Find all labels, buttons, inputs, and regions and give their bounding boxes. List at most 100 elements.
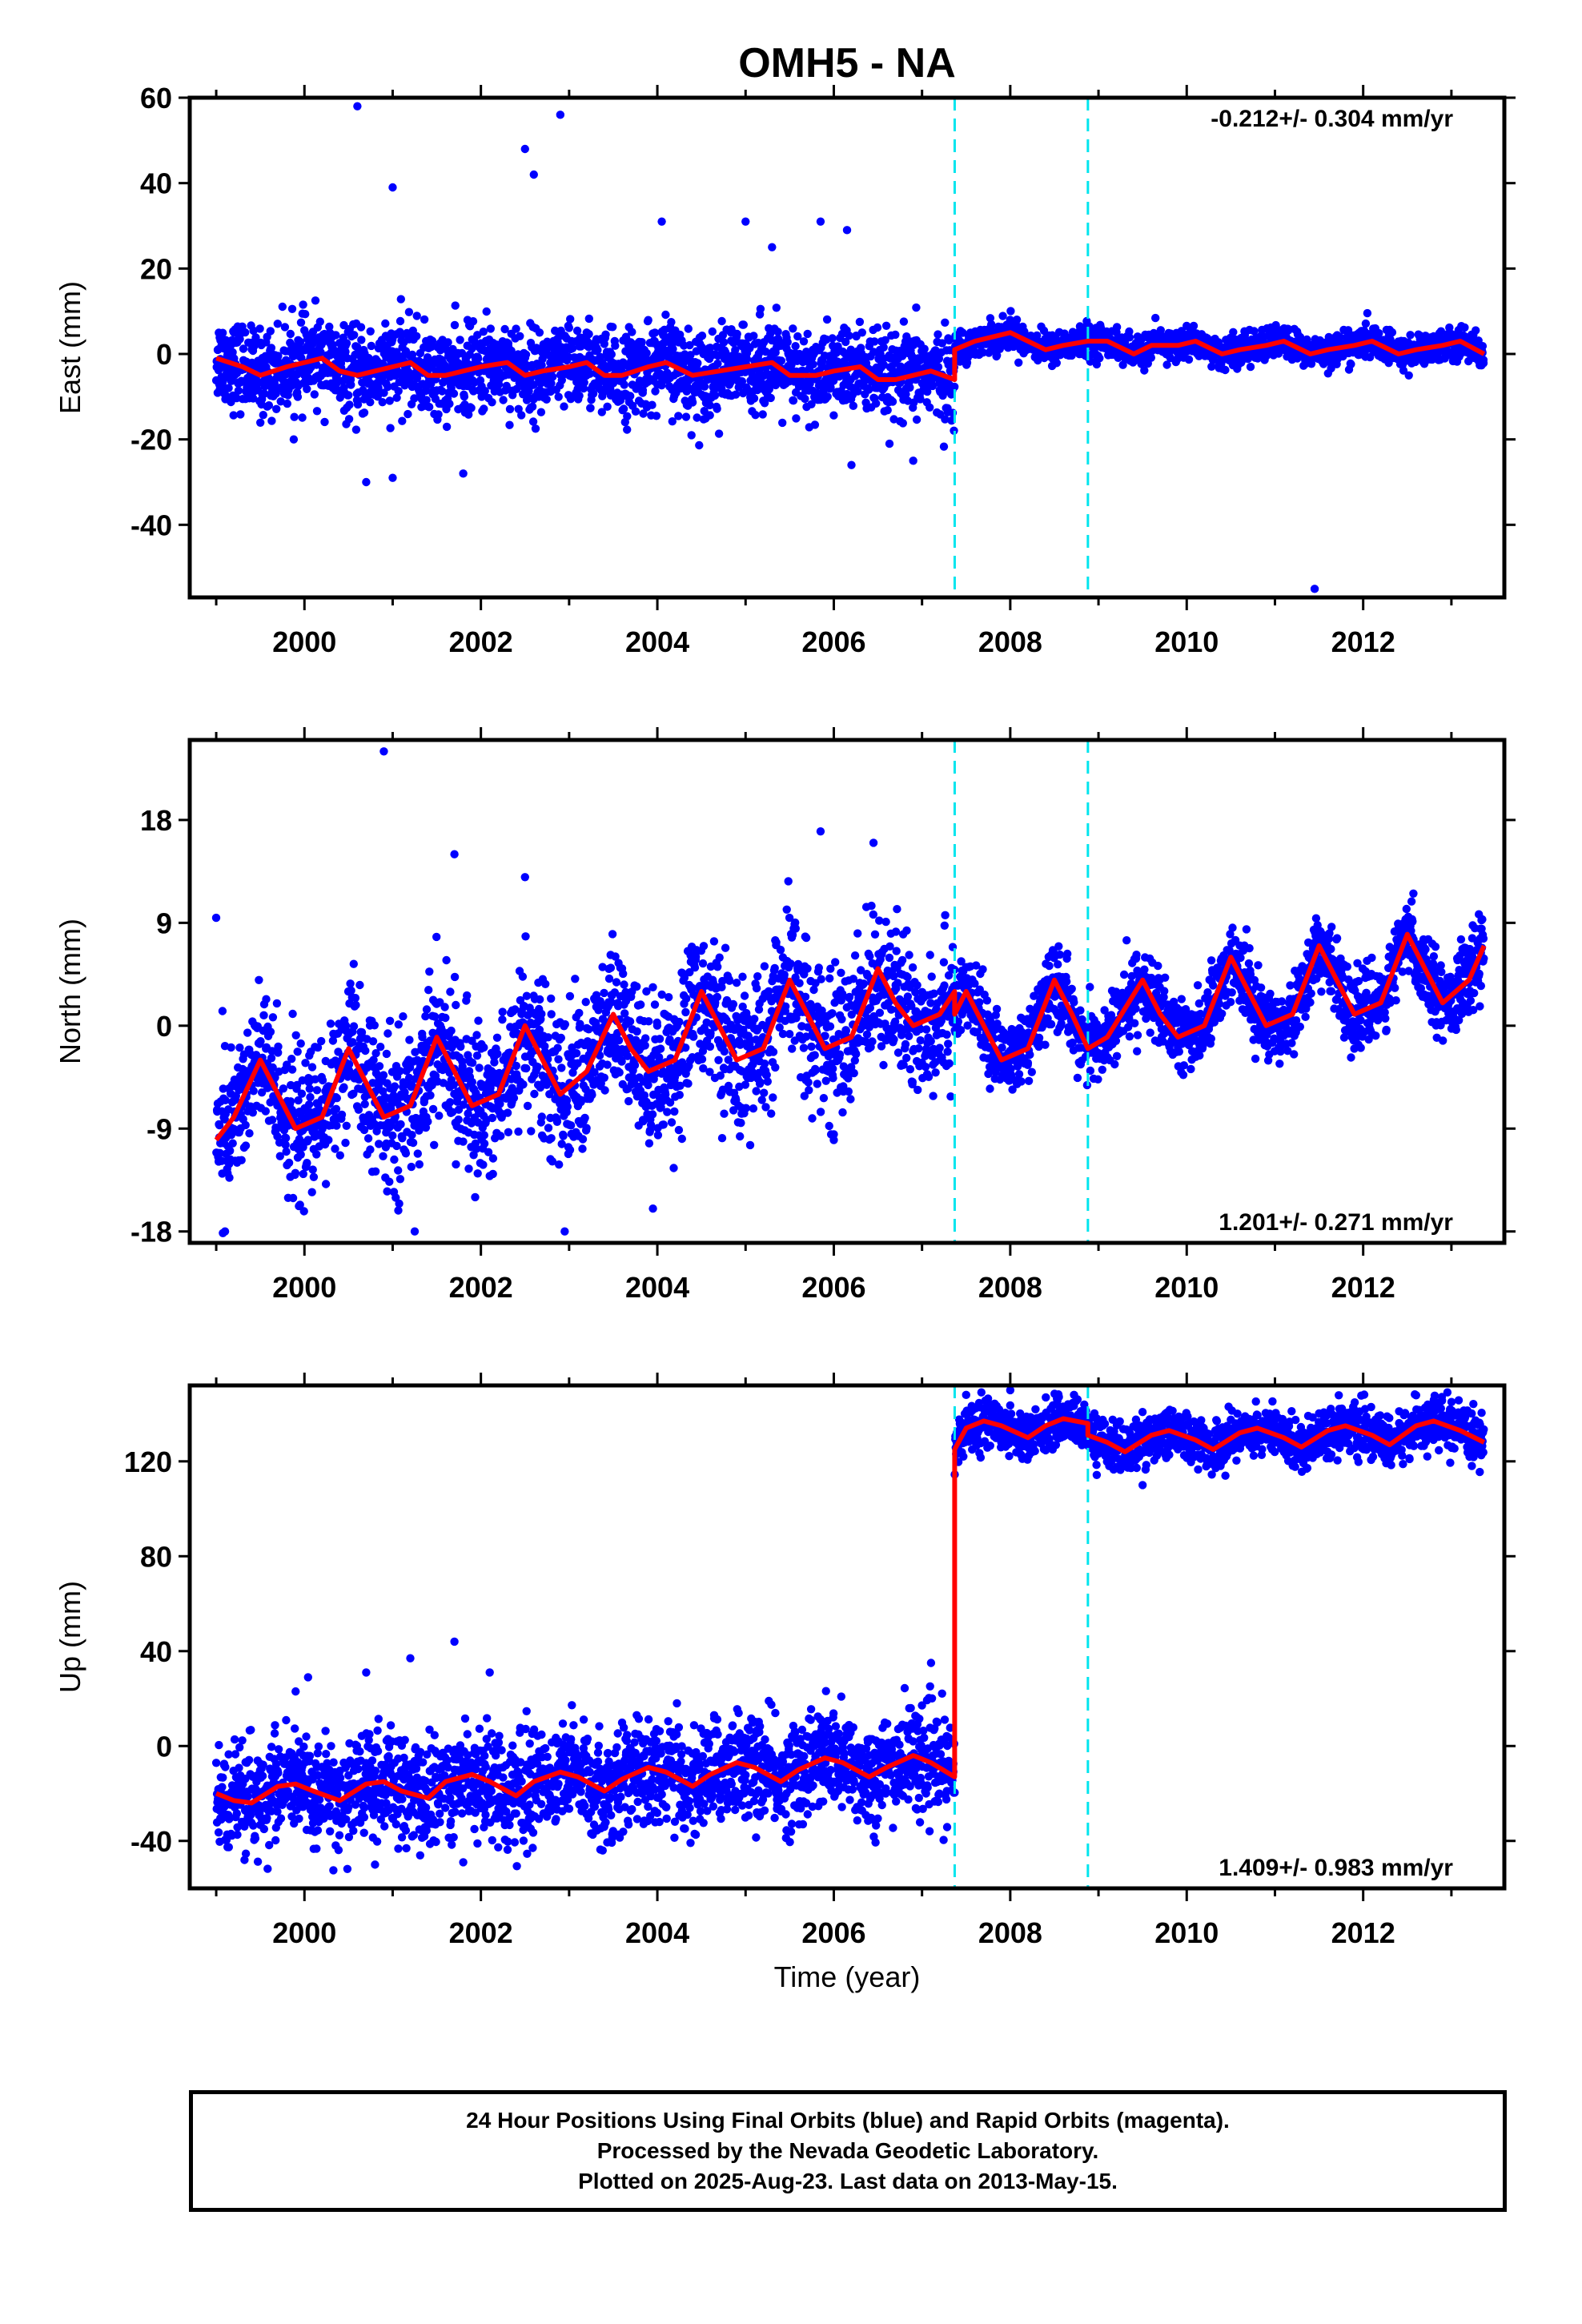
data-point <box>454 1115 463 1124</box>
data-point <box>542 395 551 404</box>
data-point <box>452 1000 460 1010</box>
data-point <box>291 1031 300 1040</box>
data-point <box>593 345 602 355</box>
data-point <box>758 410 767 419</box>
data-point <box>528 402 537 411</box>
data-point <box>499 396 508 404</box>
data-point <box>296 1039 305 1048</box>
data-point <box>538 355 547 364</box>
data-point <box>266 327 275 336</box>
data-point <box>681 412 691 421</box>
data-point <box>464 410 473 419</box>
data-point <box>697 343 706 352</box>
data-point <box>498 1015 507 1024</box>
data-point <box>480 1131 488 1140</box>
data-point <box>225 1173 234 1182</box>
data-point <box>396 295 405 304</box>
data-point <box>879 343 888 352</box>
data-point <box>412 373 422 383</box>
data-point <box>883 406 892 415</box>
data-point <box>842 226 852 235</box>
data-point <box>479 328 488 336</box>
data-point <box>486 324 495 333</box>
data-point <box>571 975 580 983</box>
data-point <box>351 1000 360 1010</box>
data-point <box>1207 362 1216 371</box>
plot-area-1 <box>211 98 1488 597</box>
data-point <box>350 331 359 340</box>
data-point <box>396 1175 405 1184</box>
data-point <box>342 339 351 348</box>
data-point <box>557 1063 566 1072</box>
data-point <box>619 404 628 413</box>
data-point <box>276 397 285 406</box>
data-point <box>446 1098 455 1107</box>
data-point <box>920 344 929 353</box>
data-point <box>400 1088 409 1097</box>
data-point <box>394 1020 403 1029</box>
data-point <box>405 1035 414 1044</box>
data-point <box>422 1005 432 1014</box>
data-point <box>580 1113 589 1123</box>
data-point <box>408 350 417 360</box>
data-point <box>468 317 478 326</box>
data-point <box>1052 359 1062 368</box>
data-point <box>1479 359 1488 368</box>
data-point <box>928 381 938 391</box>
data-point <box>651 387 660 396</box>
data-point <box>941 318 950 327</box>
data-point <box>741 217 750 226</box>
data-point <box>566 315 575 324</box>
data-point <box>221 1096 230 1105</box>
y-axis-label-1: East (mm) <box>54 281 86 414</box>
data-point <box>547 1134 556 1143</box>
model-line-1 <box>215 330 1486 382</box>
data-point <box>870 337 879 346</box>
data-point <box>445 400 454 408</box>
data-point <box>801 394 809 404</box>
data-point <box>418 1032 427 1042</box>
data-point <box>382 1049 391 1059</box>
data-point <box>687 431 696 440</box>
data-point <box>756 304 765 313</box>
data-point <box>520 144 529 154</box>
data-point <box>371 1167 380 1176</box>
data-point <box>335 1151 344 1160</box>
data-point <box>898 419 908 428</box>
data-point <box>547 379 556 388</box>
data-point <box>278 302 287 312</box>
data-point <box>512 1061 520 1071</box>
x-tick-label: 2012 <box>1331 625 1395 658</box>
data-point <box>301 310 310 319</box>
data-point <box>684 324 693 333</box>
data-point <box>288 1009 297 1019</box>
data-point <box>370 1021 379 1030</box>
data-point <box>505 420 514 429</box>
data-point <box>623 412 632 420</box>
data-point <box>667 318 676 327</box>
data-point <box>412 312 421 320</box>
data-point <box>349 959 358 968</box>
data-point <box>381 319 390 328</box>
data-point <box>998 312 1007 320</box>
data-point <box>503 1108 512 1117</box>
data-point <box>849 401 858 410</box>
data-point <box>471 1192 480 1202</box>
data-point <box>638 386 648 395</box>
data-point <box>229 411 238 420</box>
data-point <box>460 392 469 401</box>
data-point <box>321 1180 331 1188</box>
data-point <box>891 330 900 340</box>
data-point <box>522 1063 531 1073</box>
data-point <box>648 400 656 409</box>
data-point <box>1184 355 1194 364</box>
data-point <box>719 338 729 347</box>
data-point <box>697 332 707 340</box>
data-point <box>1363 308 1372 318</box>
data-point <box>888 397 897 406</box>
data-point <box>688 398 697 407</box>
data-point <box>301 1059 310 1068</box>
data-point <box>339 320 348 330</box>
data-point <box>357 336 366 344</box>
data-point <box>297 1112 307 1121</box>
